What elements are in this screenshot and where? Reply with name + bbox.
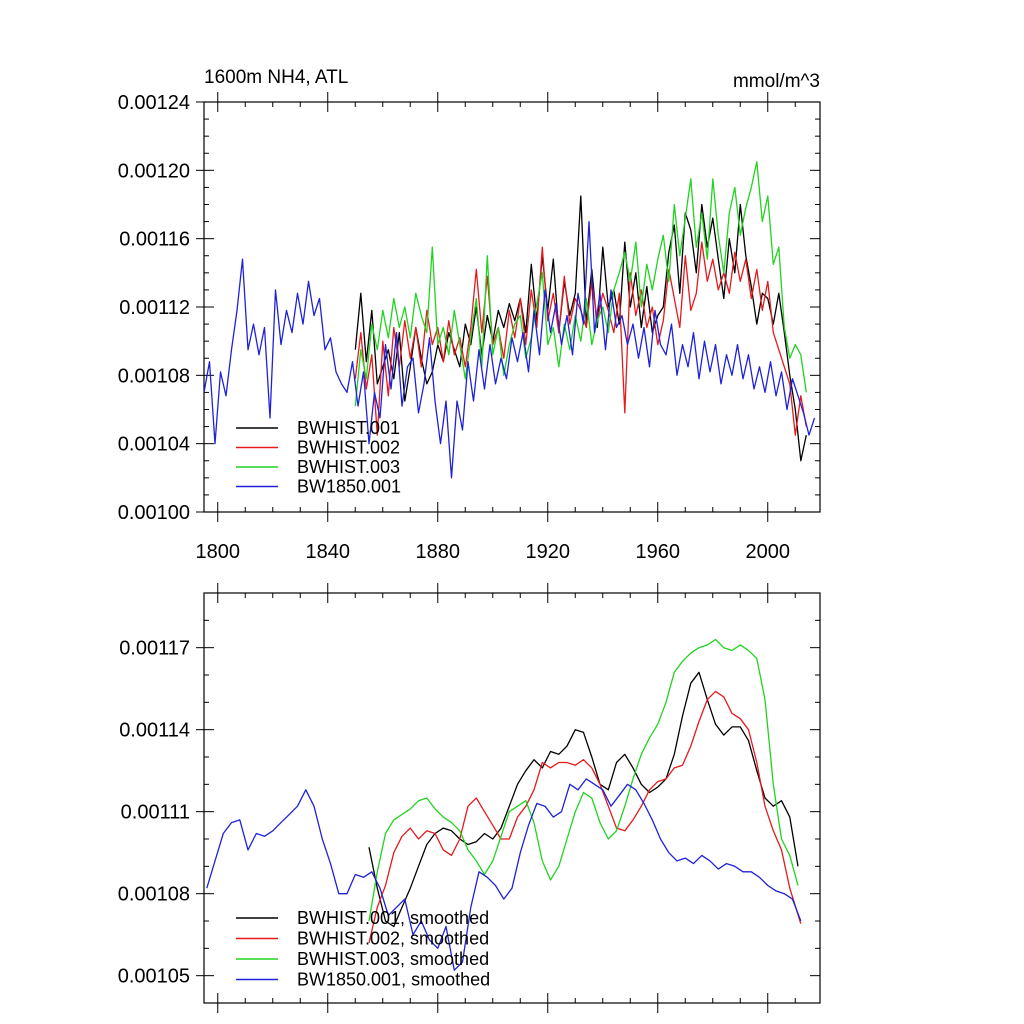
y-tick-label: 0.00112 [119, 297, 190, 319]
y-tick-label: 0.00114 [119, 720, 190, 742]
series-line-bwhist-001 [354, 195, 807, 462]
legend-label: BWHIST.002 [297, 438, 400, 458]
y-tick-label: 0.00111 [121, 802, 190, 824]
legend-label: BW1850.001, smoothed [297, 970, 490, 990]
y-tick-label: 0.00124 [118, 92, 190, 114]
bottom-panel: 0.00105 0.00108 0.00111 0.00114 0.00117 BWHIS… [118, 583, 821, 1013]
y-tick-label: 0.00116 [119, 229, 190, 251]
legend-label: BWHIST.001, smoothed [297, 908, 489, 928]
series-line-bw1850-001-smoothed [206, 778, 802, 971]
x-tick-label: 2000 [746, 541, 791, 563]
title-left: 1600m NH4, ATL [204, 67, 348, 88]
y-tick-label: 0.00100 [118, 502, 190, 524]
plot-frame [203, 592, 821, 1004]
legend-label: BWHIST.002, smoothed [297, 929, 489, 949]
legend-label: BWHIST.003 [297, 457, 400, 477]
x-tick-label: 1840 [306, 541, 351, 563]
y-tick-label: 0.00117 [119, 638, 190, 660]
y-tick-label: 0.00104 [118, 434, 190, 456]
y-tick-label: 0.00108 [118, 365, 190, 387]
title-right: mmol/m^3 [733, 71, 820, 92]
y-tick-label: 0.00108 [118, 884, 190, 906]
legend-label: BWHIST.001 [297, 418, 400, 438]
series-line-bwhist-003 [354, 161, 807, 407]
x-tick-label: 1960 [636, 541, 681, 563]
series-line-bwhist-003-smoothed [368, 638, 799, 922]
x-tick-label: 1800 [196, 541, 241, 563]
legend-label: BWHIST.003, smoothed [297, 949, 489, 969]
x-tick-label: 1880 [416, 541, 461, 563]
y-tick-label: 0.00105 [118, 966, 190, 988]
series-line-bwhist-001-smoothed [368, 671, 799, 928]
y-tick-label: 0.00120 [118, 160, 190, 182]
x-tick-label: 1920 [526, 541, 571, 563]
top-panel: 1800 1840 1880 1920 1960 2000 0.00100 0.00104 0.… [118, 92, 821, 563]
legend-label: BW1850.001 [297, 477, 401, 497]
series-line-bw1850-001 [203, 220, 816, 479]
series-line-bwhist-002-smoothed [368, 690, 802, 944]
